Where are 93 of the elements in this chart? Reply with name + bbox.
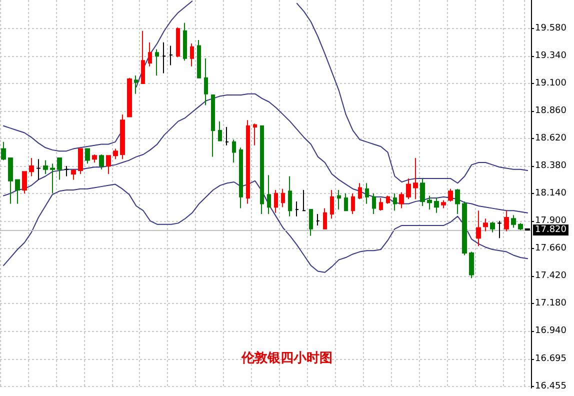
candlestick [169, 45, 173, 66]
candlestick [476, 210, 481, 247]
candlestick [393, 192, 397, 212]
candlestick [337, 189, 341, 210]
candlestick [134, 75, 138, 94]
y-tick-label: 17.180 [535, 298, 567, 308]
candlestick [351, 192, 355, 215]
candlestick [36, 158, 41, 180]
candlestick [441, 200, 446, 209]
candlestick [483, 218, 488, 232]
candlestick [462, 200, 467, 256]
candlestick [57, 157, 62, 180]
candlestick [99, 154, 104, 170]
candlestick [15, 179, 20, 204]
candlestick [106, 155, 111, 174]
candlestick [448, 188, 453, 202]
candlestick [274, 189, 278, 214]
candlestick [50, 163, 55, 194]
y-tick-label: 18.620 [535, 133, 567, 144]
candlestick [190, 42, 194, 67]
y-tick-label: 17.660 [535, 243, 567, 254]
candlestick [141, 30, 145, 84]
candlestick [455, 188, 460, 215]
candlestick [260, 125, 264, 215]
candlestick [427, 195, 432, 210]
candlestick [267, 174, 271, 215]
candlestick [1, 141, 6, 161]
candlestick [330, 189, 334, 220]
candlestick [246, 120, 250, 204]
candlestick [490, 222, 495, 233]
candlestick [148, 42, 152, 67]
candlestick [197, 40, 201, 78]
candlestick [204, 58, 208, 106]
candlestick [29, 157, 34, 177]
candlestick [316, 214, 320, 226]
candlestick [406, 178, 411, 200]
candlestick [211, 94, 215, 158]
candlestick [78, 148, 83, 174]
candlestick [71, 168, 76, 180]
line-series [2, 93, 528, 214]
candlestick [155, 48, 159, 76]
candlestick [162, 42, 166, 74]
candlestick [504, 210, 509, 232]
candlestick [92, 154, 97, 164]
candlestick [281, 188, 285, 208]
candlestick [372, 192, 376, 215]
candlestick [386, 195, 390, 204]
candlestick [43, 160, 48, 174]
candlestick [344, 192, 348, 212]
y-tick-label: 19.340 [535, 51, 567, 62]
candlestick [399, 192, 404, 209]
candlestick [22, 171, 27, 194]
candlestick [232, 139, 236, 164]
candlestick [323, 208, 327, 230]
text: 伦敦银四小时图 [240, 350, 332, 366]
ref-line-label: 17.820 [535, 225, 567, 236]
candlestick [64, 165, 69, 177]
candlestick [183, 22, 187, 62]
candlestick [309, 208, 313, 236]
y-tick-label: 16.940 [535, 326, 567, 336]
line-series [2, 180, 528, 273]
y-tick-label: 18.860 [535, 106, 567, 116]
candlestick [358, 182, 362, 200]
candlestick [120, 114, 125, 160]
y-tick-label: 16.455 [535, 381, 566, 392]
candlestick [288, 176, 292, 217]
candlestick [176, 26, 180, 58]
candlestick [413, 157, 418, 200]
candlestick [518, 222, 523, 231]
candlestick [8, 157, 13, 204]
candlestick [85, 148, 90, 164]
candlestick [434, 198, 439, 214]
y-tick-label: 17.420 [535, 270, 567, 281]
candlestick [253, 123, 257, 146]
candlestick [239, 147, 243, 209]
candlestick [511, 214, 516, 228]
y-tick-label: 18.380 [535, 160, 567, 171]
candlestick [379, 198, 383, 212]
candlestick [225, 126, 229, 146]
candlestick [295, 200, 299, 217]
candlestick [469, 251, 474, 279]
y-tick-label: 16.695 [535, 354, 566, 364]
candlestick [302, 189, 306, 212]
y-tick-label: 19.100 [535, 78, 567, 89]
candlestick [127, 77, 132, 118]
candlestick [420, 178, 425, 207]
candlestick [365, 182, 369, 204]
candlestick [113, 148, 118, 160]
y-tick-label: 19.580 [535, 24, 567, 34]
candlestick [497, 220, 502, 239]
y-tick-label: 17.900 [535, 216, 567, 226]
candlestick [218, 120, 222, 142]
y-tick-label: 18.140 [535, 188, 567, 198]
